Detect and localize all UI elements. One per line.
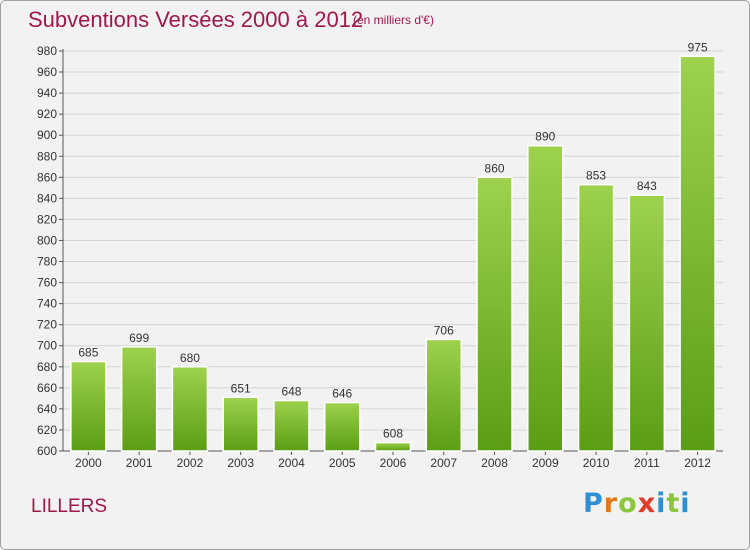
y-tick-label: 640: [37, 402, 57, 416]
x-tick-label: 2010: [583, 456, 610, 470]
y-tick-label: 600: [37, 444, 57, 458]
proxiti-logo: Proxiti: [583, 488, 691, 519]
bar-value-label: 651: [231, 381, 251, 395]
x-tick-label: 2007: [430, 456, 457, 470]
chart-subtitle: (en milliers d'€): [353, 13, 434, 27]
chart-title: Subventions Versées 2000 à 2012: [28, 7, 364, 32]
bar-value-label: 646: [332, 387, 352, 401]
x-tick-label: 2004: [278, 456, 305, 470]
y-tick-label: 740: [37, 297, 57, 311]
bar-value-label: 608: [383, 427, 403, 441]
bar: [425, 338, 463, 452]
x-tick-label: 2000: [75, 456, 102, 470]
bar-value-label: 648: [281, 384, 301, 398]
bar-value-label: 685: [78, 346, 98, 360]
bar: [476, 176, 513, 452]
y-tick-label: 660: [37, 381, 57, 395]
bar: [527, 144, 564, 452]
y-tick-label: 620: [37, 423, 57, 437]
y-tick-label: 900: [37, 128, 57, 142]
grid-lines: [63, 50, 723, 452]
bar: [374, 441, 412, 452]
y-tick-label: 680: [37, 360, 57, 374]
x-tick-label: 2011: [634, 456, 660, 470]
bar: [222, 396, 259, 452]
y-tick-label: 940: [37, 86, 57, 100]
logo-letter: o: [618, 488, 638, 519]
bar: [577, 183, 615, 452]
x-tick-label: 2002: [177, 456, 204, 470]
logo-letter: P: [583, 488, 604, 519]
bar-value-label: 853: [586, 169, 606, 183]
y-tick-label: 960: [37, 65, 57, 79]
bar-value-label: 706: [434, 323, 454, 337]
x-tick-label: 2006: [380, 456, 407, 470]
bar: [323, 401, 361, 452]
bar-value-label: 890: [535, 130, 555, 144]
city-name: LILLERS: [31, 496, 108, 517]
bar-value-label: 843: [637, 179, 657, 193]
bar-value-label: 860: [485, 161, 505, 175]
bars: [70, 55, 716, 452]
y-tick-label: 920: [37, 107, 57, 121]
x-tick-label: 2008: [481, 456, 508, 470]
logo-letter: i: [680, 488, 691, 519]
y-tick-label: 880: [37, 149, 57, 163]
bar-value-label: 699: [129, 331, 149, 345]
bar: [273, 399, 310, 452]
y-tick-label: 720: [37, 318, 57, 332]
logo-letter: t: [666, 488, 681, 519]
bar-value-label: 975: [688, 40, 708, 54]
y-tick-label: 820: [37, 212, 57, 226]
bar: [70, 360, 107, 452]
bar-value-label: 680: [180, 351, 200, 365]
logo-letter: r: [603, 488, 619, 519]
logo-letter: x: [637, 488, 657, 519]
bar: [628, 194, 666, 452]
y-tick-label: 760: [37, 276, 57, 290]
y-tick-label: 860: [37, 170, 57, 184]
logo-letter: i: [656, 488, 667, 519]
y-tick-label: 800: [37, 233, 57, 247]
x-tick-label: 2003: [227, 456, 254, 470]
bar: [679, 55, 716, 452]
axes: [59, 49, 723, 455]
x-tick-label: 2012: [684, 456, 711, 470]
labels: 600 620 640 660 680 700 720 740 760 780 800 820 840 8…: [37, 40, 711, 470]
y-tick-label: 780: [37, 255, 57, 269]
y-tick-label: 980: [37, 44, 57, 58]
x-tick-label: 2001: [126, 456, 153, 470]
y-tick-label: 840: [37, 191, 57, 205]
x-tick-label: 2005: [329, 456, 356, 470]
bar: [120, 346, 158, 452]
y-tick-label: 700: [37, 339, 57, 353]
bar: [171, 366, 209, 452]
x-tick-label: 2009: [532, 456, 559, 470]
